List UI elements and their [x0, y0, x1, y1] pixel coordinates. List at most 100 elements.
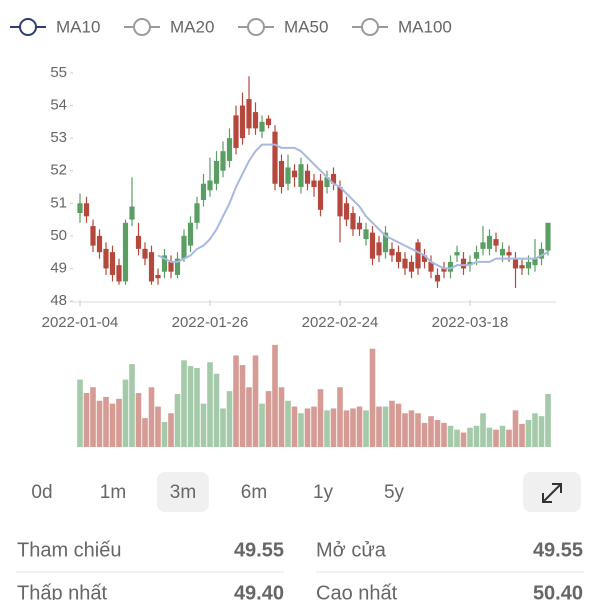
candle-body — [389, 248, 395, 256]
volume-bar — [168, 413, 174, 447]
candle-body — [512, 258, 519, 269]
candle-body — [174, 258, 181, 275]
legend-marker[interactable] — [19, 18, 37, 36]
candle-body — [506, 252, 512, 256]
period-button[interactable]: 0d — [31, 482, 52, 503]
candle-body — [90, 226, 96, 246]
candle-body — [402, 258, 408, 269]
x-tick-label: 2022-02-24 — [302, 314, 379, 331]
candle-body — [460, 258, 467, 269]
volume-bar — [213, 373, 220, 447]
volume-bar — [480, 413, 486, 447]
candle-body — [96, 235, 103, 253]
candle-body — [161, 255, 168, 272]
volume-bar — [142, 418, 148, 447]
volume-bar — [246, 387, 252, 447]
candle-body — [155, 274, 161, 279]
legend-label[interactable]: MA10 — [56, 17, 100, 36]
volume-bar — [96, 400, 103, 447]
candle-body — [246, 99, 252, 129]
legend-label[interactable]: MA20 — [170, 17, 214, 36]
candle-body — [135, 235, 142, 249]
volume-bar — [467, 427, 473, 447]
candle-body — [493, 239, 499, 246]
candle-body — [103, 248, 109, 269]
y-tick-label: 51 — [50, 194, 67, 211]
volume-bar — [116, 398, 122, 447]
y-tick-label: 52 — [50, 162, 67, 179]
candle-body — [434, 274, 441, 282]
volume-bar — [486, 427, 493, 447]
legend-marker[interactable] — [361, 18, 379, 36]
volume-bar — [129, 364, 135, 447]
x-tick-label: 2022-03-18 — [432, 314, 509, 331]
candle-body — [376, 242, 382, 256]
volume-bar — [103, 396, 109, 447]
candle-body — [168, 261, 174, 272]
volume-bar — [298, 413, 304, 447]
period-button[interactable]: 5y — [384, 482, 405, 503]
candle-body — [408, 261, 415, 272]
candle-body — [486, 235, 493, 249]
candle-body — [538, 248, 545, 259]
volume-bar — [155, 406, 161, 447]
candle-body — [421, 255, 428, 262]
legend-marker[interactable] — [133, 18, 151, 36]
candle-body — [272, 131, 278, 184]
stat-value: 50.40 — [533, 582, 583, 600]
volume-bar — [408, 410, 415, 447]
y-tick-label: 50 — [50, 227, 67, 244]
candle-body — [298, 164, 304, 187]
expand-button[interactable] — [523, 472, 581, 512]
period-button[interactable]: 1y — [313, 482, 334, 503]
candle-body — [350, 213, 356, 230]
candle-body — [525, 261, 532, 269]
period-button[interactable]: 1m — [100, 482, 126, 503]
candle-body — [259, 121, 265, 132]
candle-body — [499, 248, 506, 256]
candle-body — [369, 232, 376, 259]
y-tick-label: 48 — [50, 292, 67, 309]
candle-body — [395, 252, 402, 262]
candle-body — [252, 112, 259, 129]
y-tick-label: 55 — [50, 64, 67, 81]
legend-label[interactable]: MA100 — [398, 17, 452, 36]
volume-bar — [109, 403, 116, 447]
candle-body — [213, 160, 220, 184]
period-button[interactable]: 6m — [241, 482, 267, 503]
candle-body — [330, 173, 337, 184]
candle-body — [187, 222, 194, 246]
volume-bar — [428, 416, 434, 447]
candle-body — [278, 160, 285, 187]
period-button[interactable]: 3m — [170, 482, 196, 503]
candle-body — [226, 138, 233, 161]
volume-bar — [493, 429, 499, 447]
candle-body — [83, 203, 90, 217]
legend-label[interactable]: MA50 — [284, 17, 328, 36]
candle-body — [194, 203, 200, 223]
volume-bar — [506, 429, 512, 447]
y-tick-label: 54 — [50, 97, 67, 114]
volume-bar — [194, 367, 200, 447]
volume-bar — [181, 360, 187, 447]
volume-bar — [239, 365, 246, 447]
candle-body — [116, 265, 122, 282]
expand-icon[interactable] — [542, 483, 562, 503]
candle-body — [441, 268, 447, 272]
candle-body — [200, 183, 207, 201]
volume-bar — [233, 355, 239, 447]
volume-bar — [376, 406, 382, 447]
candle-body — [428, 261, 434, 272]
volume-bar — [389, 400, 395, 447]
volume-bar — [259, 403, 265, 447]
volume-bar — [200, 403, 207, 447]
candle-body — [480, 242, 486, 249]
volume-bar — [161, 421, 168, 447]
volume-bar — [324, 410, 330, 447]
legend-marker[interactable] — [247, 18, 265, 36]
candle-body — [220, 151, 226, 171]
candle-body — [285, 167, 291, 184]
volume-bar — [135, 393, 142, 447]
candle-body — [545, 222, 551, 251]
